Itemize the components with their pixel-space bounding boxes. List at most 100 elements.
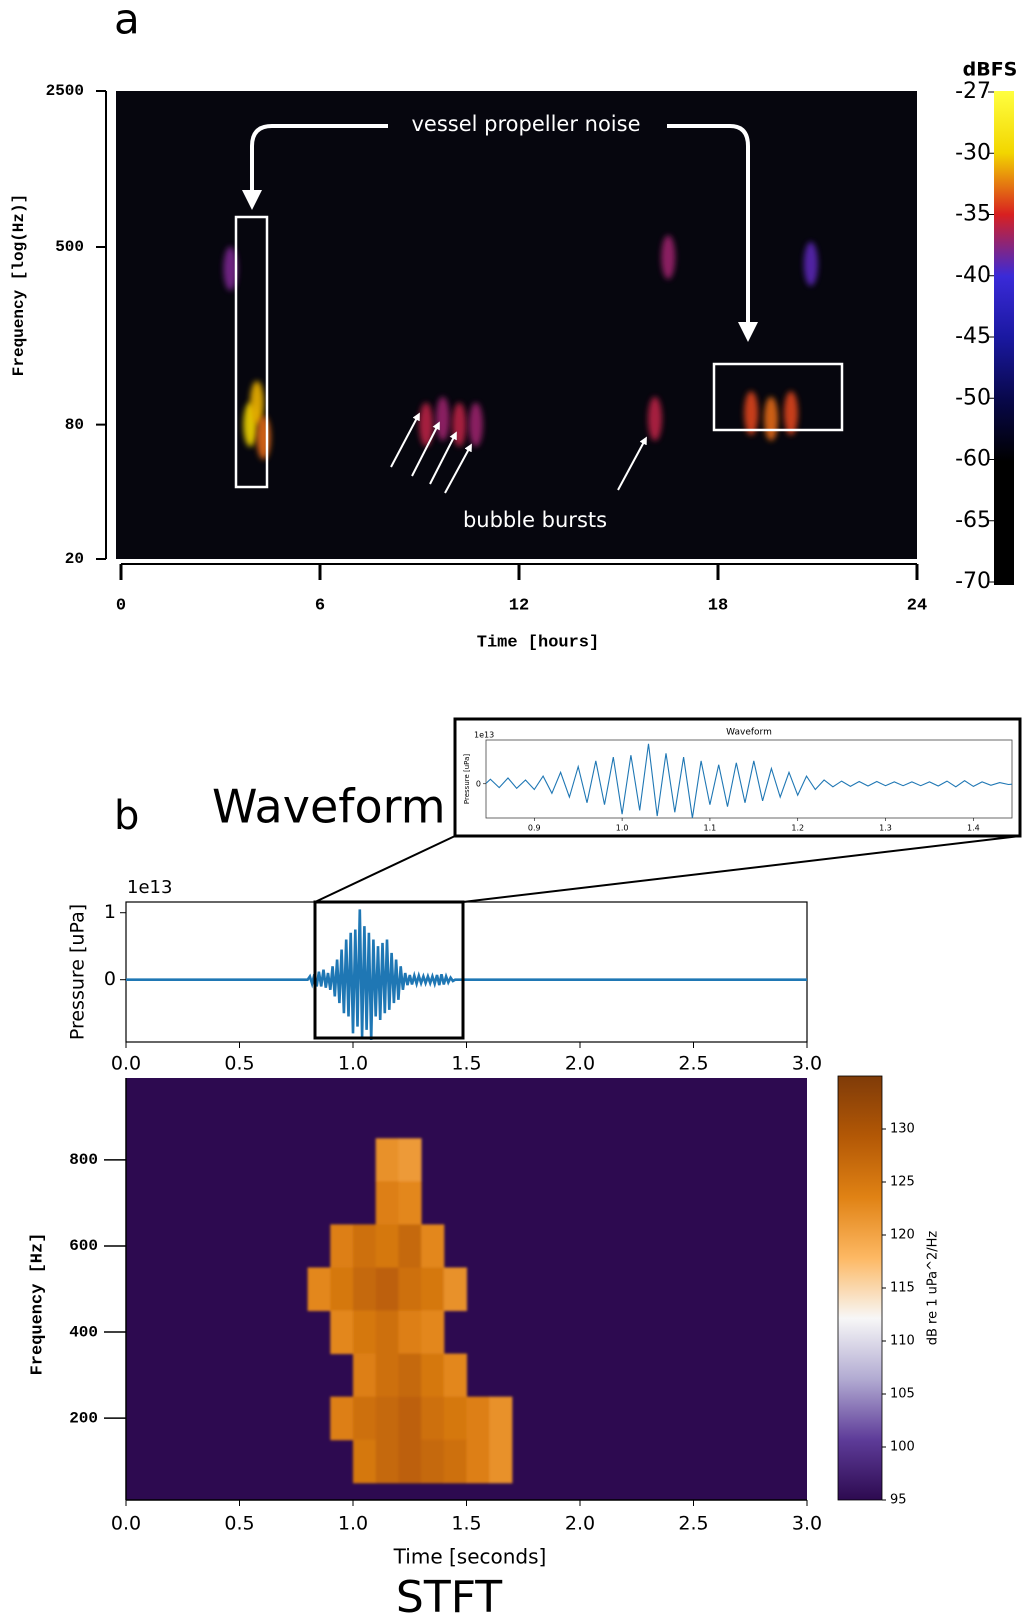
heatmap-cell — [353, 1396, 377, 1441]
heatmap-cell — [443, 1353, 467, 1398]
spectral-event — [764, 396, 779, 441]
heatmap-cell — [421, 1353, 445, 1398]
heatmap-cell — [375, 1310, 399, 1355]
annotation-arrow — [667, 124, 758, 342]
annotation: bubble bursts — [463, 508, 607, 532]
x-tick-label: 3.0 — [792, 1053, 822, 1075]
x-tick-label: 2.0 — [565, 1513, 595, 1535]
spectral-event — [452, 402, 467, 447]
x-tick-label: 1.0 — [338, 1513, 368, 1535]
x-tick-label: 0.9 — [528, 824, 541, 833]
colorbar-tick-label: 115 — [890, 1281, 915, 1296]
annotation-arrow — [242, 124, 388, 210]
y-tick-label: 200 — [69, 1409, 98, 1427]
heatmap-cell — [443, 1267, 467, 1312]
spectral-event — [647, 396, 662, 441]
x-tick-label: 2.5 — [678, 1053, 708, 1075]
y-tick-label: 20 — [65, 550, 84, 568]
heatmap-cell — [353, 1224, 377, 1268]
y-axis-label: Frequency [log(Hz)] — [10, 194, 28, 376]
y-tick-label: 800 — [69, 1151, 98, 1169]
x-tick-label: 6 — [315, 596, 325, 615]
colorbar-label: dB re 1 uPa^2/Hz — [926, 1231, 941, 1346]
colorbar-tick-label: 110 — [890, 1334, 915, 1349]
colorbar-tick-label: -45 — [955, 324, 991, 349]
x-tick-label: 12 — [509, 596, 529, 615]
plot-frame — [125, 901, 808, 1043]
heatmap-cell — [443, 1396, 467, 1441]
x-tick-label: 18 — [708, 596, 728, 615]
spectral-event — [435, 396, 450, 441]
colorbar-tick-label: 125 — [890, 1175, 915, 1190]
heatmap-cell — [466, 1396, 490, 1441]
colorbar — [837, 1075, 883, 1501]
y-axis-label: Frequency [Hz] — [28, 1233, 47, 1376]
x-tick-label: 3.0 — [792, 1513, 822, 1535]
heatmap-cell — [353, 1310, 377, 1355]
x-tick-label: 1.5 — [451, 1053, 481, 1075]
colorbar-tick-label: -27 — [955, 79, 991, 104]
x-tick-label: 1.0 — [616, 824, 629, 833]
x-tick-label: 2.0 — [565, 1053, 595, 1075]
heatmap-cell — [330, 1396, 354, 1441]
zoom-connector — [314, 835, 456, 903]
spectral-event — [223, 246, 238, 291]
heatmap-cell — [375, 1439, 399, 1484]
heatmap-cell — [421, 1224, 445, 1268]
colorbar-tick-label: 95 — [890, 1493, 907, 1508]
heatmap-cell — [398, 1353, 422, 1398]
x-axis-label: Time [seconds] — [393, 1545, 547, 1569]
zoom-connector — [462, 835, 1021, 903]
offset-label: 1e13 — [127, 877, 172, 898]
spectral-event — [744, 391, 759, 436]
y-axis-label: Pressure [uPa] — [463, 754, 471, 804]
y-tick-label: 0 — [104, 968, 116, 990]
y-axis-label: Pressure [uPa] — [67, 904, 89, 1040]
x-tick-label: 1.1 — [704, 824, 717, 833]
spectral-event — [468, 402, 483, 447]
heatmap-cell — [330, 1267, 354, 1312]
heatmap-cells — [307, 1138, 513, 1484]
heatmap-cell — [330, 1310, 354, 1355]
annotation-arrow — [444, 443, 472, 494]
colorbar-tick-label: -50 — [955, 385, 991, 410]
x-tick-label: 0.0 — [111, 1053, 141, 1075]
heatmap-cell — [398, 1138, 422, 1182]
heatmap-cell — [421, 1267, 445, 1312]
heatmap-cell — [375, 1224, 399, 1268]
annotation-arrow — [617, 436, 647, 491]
heatmap-cell — [307, 1267, 331, 1312]
heatmap-cell — [375, 1353, 399, 1398]
spectral-event — [256, 415, 271, 460]
inset-title: Waveform — [726, 728, 772, 738]
heatmap-cell — [375, 1138, 399, 1182]
y-tick-label: 0 — [476, 779, 481, 788]
colorbar-tick-label: -40 — [955, 263, 991, 288]
colorbar-title: dBFS — [963, 59, 1018, 81]
y-tick-label: 2500 — [46, 82, 84, 100]
heatmap-cell — [421, 1396, 445, 1441]
x-tick-label: 1.3 — [879, 824, 892, 833]
spectral-event — [803, 241, 818, 286]
x-tick-label: 0.0 — [111, 1513, 141, 1535]
heatmap-cell — [375, 1396, 399, 1441]
heatmap-cell — [398, 1396, 422, 1441]
heatmap-cell — [398, 1181, 422, 1225]
panel-label: b — [114, 793, 139, 839]
inset-frame — [485, 739, 1013, 819]
heatmap-cell — [398, 1439, 422, 1484]
heatmap-cell — [330, 1224, 354, 1268]
x-axis-label: Time [hours] — [477, 633, 599, 652]
x-tick-label: 1.5 — [451, 1513, 481, 1535]
heatmap-cell — [375, 1181, 399, 1225]
y-tick-label: 1 — [104, 901, 116, 923]
heatmap-cell — [398, 1267, 422, 1312]
heatmap-cell — [466, 1439, 490, 1484]
zoom-box — [313, 900, 465, 1040]
x-tick-label: 1.2 — [791, 824, 804, 833]
x-tick-label: 2.5 — [678, 1513, 708, 1535]
big-title: STFT — [396, 1572, 502, 1623]
y-tick-label: 400 — [69, 1323, 98, 1341]
x-tick-label: 0.5 — [224, 1513, 254, 1535]
